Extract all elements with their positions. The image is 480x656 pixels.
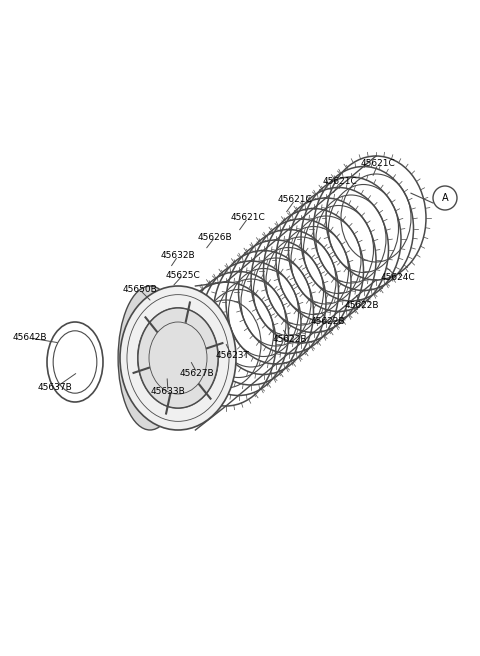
Ellipse shape <box>214 251 313 375</box>
Ellipse shape <box>276 198 376 322</box>
Ellipse shape <box>239 230 338 354</box>
Text: 45623T: 45623T <box>215 352 249 361</box>
Text: 45650B: 45650B <box>122 285 157 295</box>
Text: A: A <box>442 193 448 203</box>
Text: 45624C: 45624C <box>381 274 415 283</box>
Ellipse shape <box>138 308 218 408</box>
Ellipse shape <box>288 188 388 312</box>
Ellipse shape <box>251 219 351 343</box>
Ellipse shape <box>226 240 326 364</box>
Ellipse shape <box>189 272 288 396</box>
Ellipse shape <box>118 286 182 430</box>
Ellipse shape <box>176 282 276 406</box>
Text: 45621C: 45621C <box>277 195 312 205</box>
Ellipse shape <box>201 261 301 385</box>
Text: 45621C: 45621C <box>230 213 265 222</box>
Text: 45642B: 45642B <box>13 333 47 342</box>
Text: 45622B: 45622B <box>345 300 379 310</box>
Text: 45625C: 45625C <box>166 270 200 279</box>
Text: 45626B: 45626B <box>198 232 232 241</box>
Ellipse shape <box>120 286 236 430</box>
Text: 45621C: 45621C <box>360 159 396 169</box>
Ellipse shape <box>264 209 363 333</box>
Text: 45632B: 45632B <box>161 251 195 260</box>
Text: 45627B: 45627B <box>180 369 214 377</box>
Ellipse shape <box>326 156 426 280</box>
Text: 45622B: 45622B <box>311 318 345 327</box>
Ellipse shape <box>313 167 413 291</box>
Ellipse shape <box>301 177 401 301</box>
Text: 45633B: 45633B <box>151 388 185 396</box>
Text: 45622B: 45622B <box>273 335 307 344</box>
Text: 45637B: 45637B <box>37 384 72 392</box>
Text: 45621C: 45621C <box>323 178 358 186</box>
